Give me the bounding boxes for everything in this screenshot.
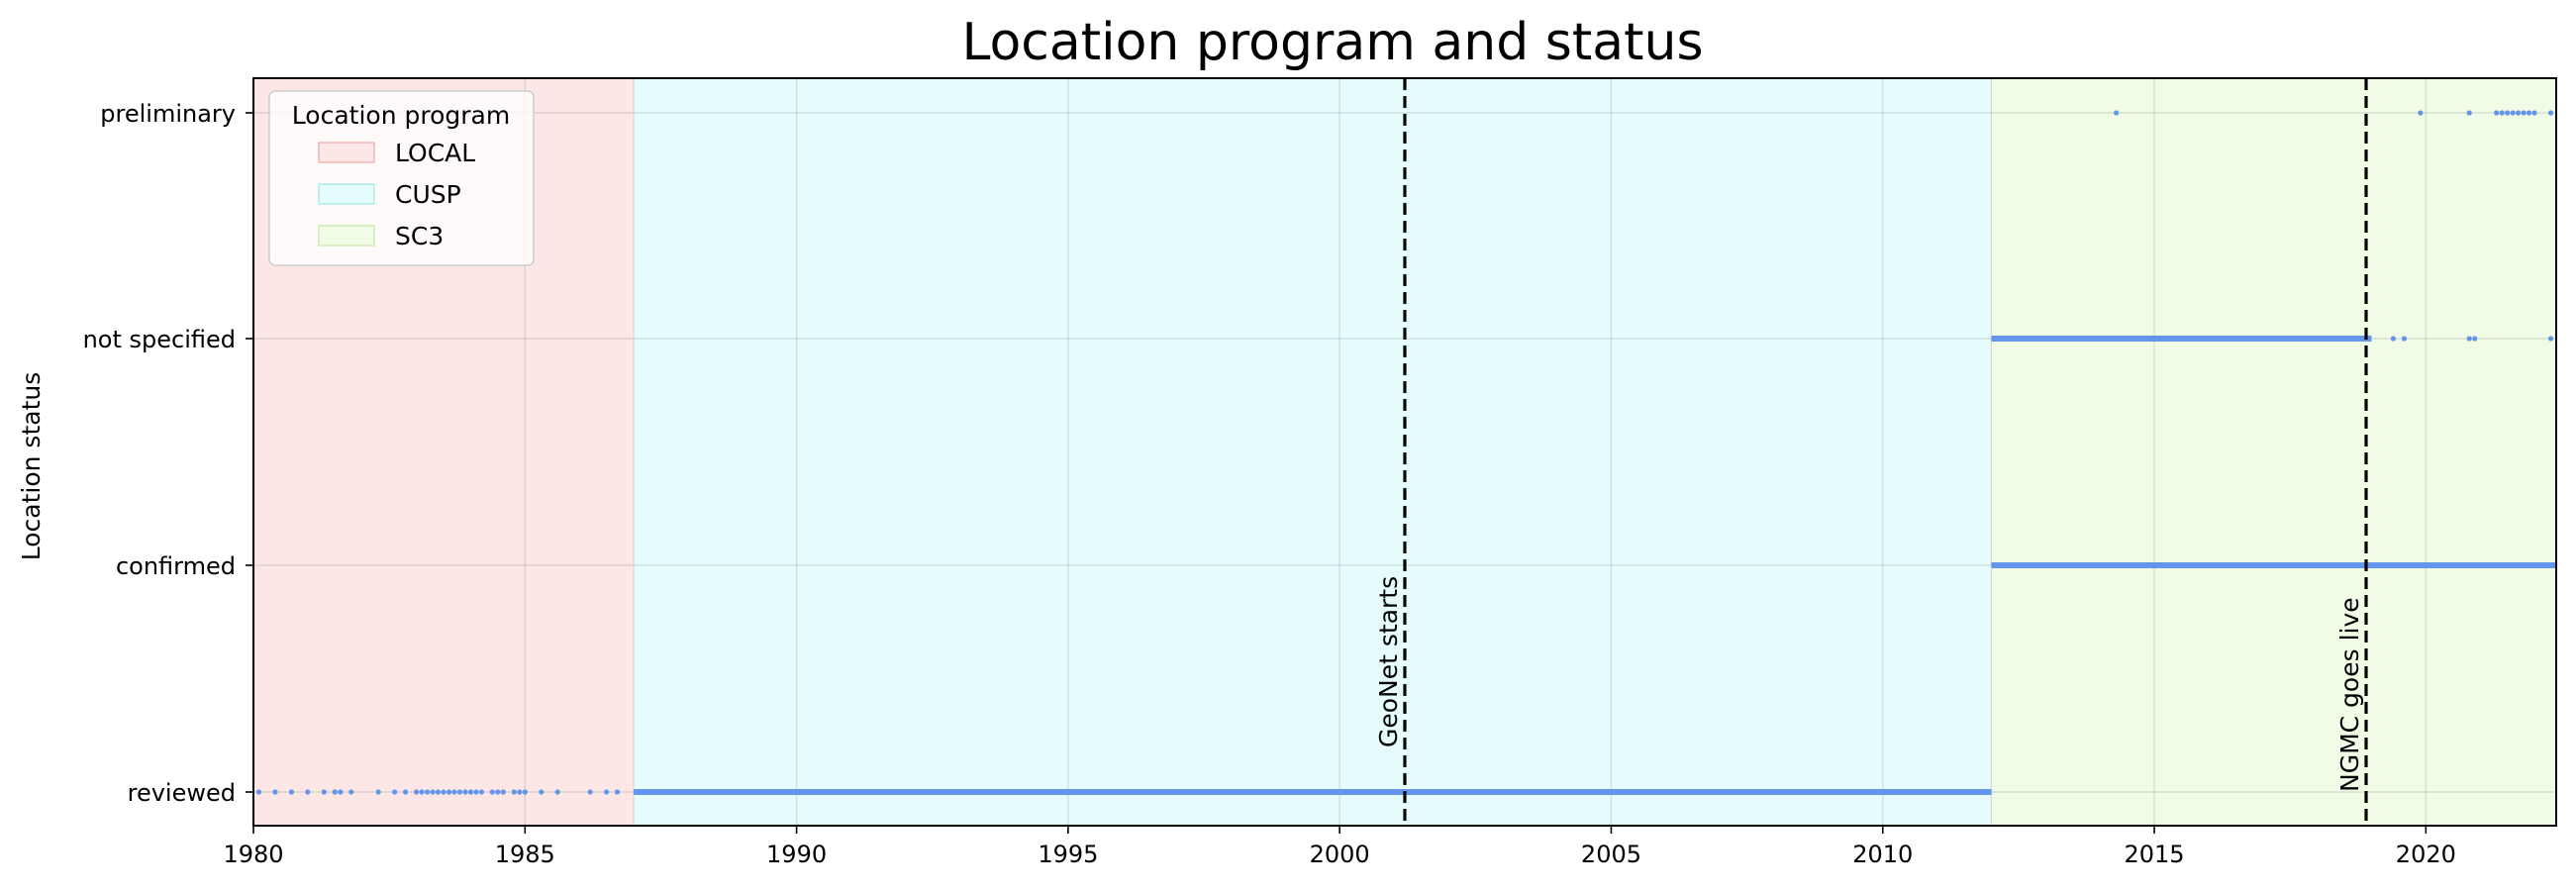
x-tick-label: 2005 <box>1581 841 1641 868</box>
x-tick-label: 2000 <box>1310 841 1370 868</box>
y-tick-label: confirmed <box>116 552 236 580</box>
point-not-specified <box>2472 336 2478 342</box>
chart-title: Location program and status <box>961 13 1703 72</box>
x-tick-label: 2020 <box>2396 841 2456 868</box>
legend-title: Location program <box>292 101 510 130</box>
point-reviewed <box>288 789 295 795</box>
x-tick-label: 2015 <box>2125 841 2185 868</box>
point-reviewed <box>451 789 457 795</box>
point-reviewed <box>435 789 442 795</box>
point-reviewed <box>522 789 528 795</box>
legend-box <box>268 90 535 266</box>
point-reviewed <box>413 789 420 795</box>
point-reviewed <box>587 789 593 795</box>
point-reviewed <box>500 789 506 795</box>
annotations: GeoNet starts NGMC goes live <box>1374 78 2368 826</box>
point-preliminary <box>2526 110 2532 116</box>
point-preliminary <box>2547 110 2554 116</box>
x-tick-label: 1980 <box>223 841 283 868</box>
point-preliminary <box>2499 110 2505 116</box>
x-tick-label: 1990 <box>766 841 827 868</box>
point-reviewed <box>441 789 446 795</box>
y-tick-label: not specified <box>83 326 236 353</box>
point-not-specified <box>2401 336 2407 342</box>
point-reviewed <box>467 789 474 795</box>
point-reviewed <box>456 789 463 795</box>
plot-frame <box>252 77 2557 827</box>
point-preliminary <box>2494 110 2500 116</box>
y-tick-label: preliminary <box>100 100 236 128</box>
point-reviewed <box>603 789 610 795</box>
point-reviewed <box>392 789 398 795</box>
legend-label-cusp: CUSP <box>395 180 461 209</box>
point-not-specified <box>2547 336 2554 342</box>
point-reviewed <box>554 789 560 795</box>
x-tick-label: 2010 <box>1852 841 1913 868</box>
point-preliminary <box>2114 110 2120 116</box>
point-preliminary <box>2466 110 2472 116</box>
annotation-label: GeoNet starts <box>1374 576 1403 747</box>
point-reviewed <box>489 789 495 795</box>
point-reviewed <box>446 789 452 795</box>
point-reviewed <box>272 789 278 795</box>
point-cluster-confirmed <box>1991 562 2556 568</box>
point-reviewed <box>255 789 262 795</box>
point-reviewed <box>517 789 523 795</box>
point-reviewed <box>419 789 425 795</box>
point-preliminary <box>2418 110 2424 116</box>
point-preliminary <box>2531 110 2537 116</box>
annotation-label: NGMC goes live <box>2335 597 2364 792</box>
point-reviewed <box>539 789 545 795</box>
point-reviewed <box>614 789 621 795</box>
y-axis-label: Location status <box>17 372 46 561</box>
point-reviewed <box>478 789 485 795</box>
point-reviewed <box>430 789 436 795</box>
point-reviewed <box>375 789 381 795</box>
band-cusp <box>634 78 1992 826</box>
point-reviewed <box>473 789 479 795</box>
y-tick-label: reviewed <box>128 779 236 807</box>
x-tick-label: 1985 <box>495 841 555 868</box>
legend-swatch-sc3 <box>318 225 375 247</box>
point-reviewed <box>495 789 501 795</box>
point-reviewed <box>321 789 327 795</box>
point-reviewed <box>424 789 431 795</box>
y-axis-ticks: reviewed confirmed not specified preliminar… <box>83 100 253 807</box>
point-reviewed <box>338 789 344 795</box>
data-points <box>255 110 2556 795</box>
legend-label-local: LOCAL <box>395 139 475 167</box>
point-reviewed <box>462 789 468 795</box>
x-tick-label: 1995 <box>1038 841 1098 868</box>
point-reviewed <box>403 789 409 795</box>
x-axis-ticks: 1980 1985 1990 1995 2000 2005 2010 2015 2020 <box>223 826 2456 868</box>
point-preliminary <box>2521 110 2526 116</box>
legend-swatch-local <box>318 142 375 163</box>
point-preliminary <box>2505 110 2511 116</box>
point-preliminary <box>2515 110 2522 116</box>
legend-swatch-cusp <box>318 183 375 205</box>
legend: Location program LOCAL CUSP SC3 <box>268 90 535 266</box>
program-bands <box>253 78 2556 826</box>
point-reviewed <box>332 789 338 795</box>
point-preliminary <box>2510 110 2516 116</box>
point-cluster-not-specified <box>1991 336 2372 342</box>
point-reviewed <box>511 789 517 795</box>
point-not-specified <box>2390 336 2397 342</box>
band-sc3 <box>1991 78 2556 826</box>
point-cluster-reviewed <box>634 789 1992 795</box>
point-reviewed <box>305 789 311 795</box>
point-reviewed <box>348 789 354 795</box>
point-not-specified <box>2466 336 2472 342</box>
legend-label-sc3: SC3 <box>395 222 444 250</box>
